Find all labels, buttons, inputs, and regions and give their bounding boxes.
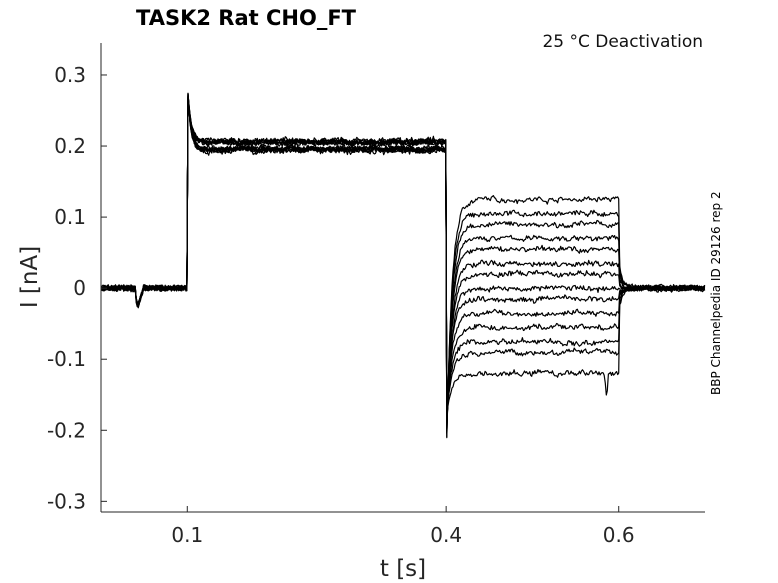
x-tick-label: 0.4 (430, 523, 462, 547)
x-tick-label: 0.6 (603, 523, 635, 547)
series-line (100, 97, 705, 417)
y-tick-label: 0.2 (54, 134, 86, 158)
x-tick-label: 0.1 (171, 523, 203, 547)
y-tick-label: -0.2 (47, 418, 86, 442)
recording-id-label: BBP Channelpedia ID 29126 rep 2 (709, 191, 723, 395)
series-line (100, 92, 706, 423)
y-tick-label: 0.3 (54, 63, 86, 87)
current-traces (100, 92, 706, 439)
chart-title: TASK2 Rat CHO_FT (136, 6, 357, 30)
y-ticks: 0.3 0.2 0.1 0 -0.1 -0.2 -0.3 (47, 63, 107, 513)
condition-annotation: 25 °C Deactivation (542, 32, 703, 52)
y-tick-label: 0.1 (54, 205, 86, 229)
y-tick-label: 0 (73, 276, 86, 300)
y-tick-label: -0.1 (47, 347, 86, 371)
y-axis-label: I [nA] (17, 246, 43, 308)
x-ticks: 0.1 0.4 0.6 (171, 506, 635, 547)
y-tick-label: -0.3 (47, 489, 86, 513)
series-line (100, 92, 706, 419)
series-line (100, 93, 705, 414)
x-axis-label: t [s] (380, 556, 426, 582)
series-line (100, 96, 706, 420)
